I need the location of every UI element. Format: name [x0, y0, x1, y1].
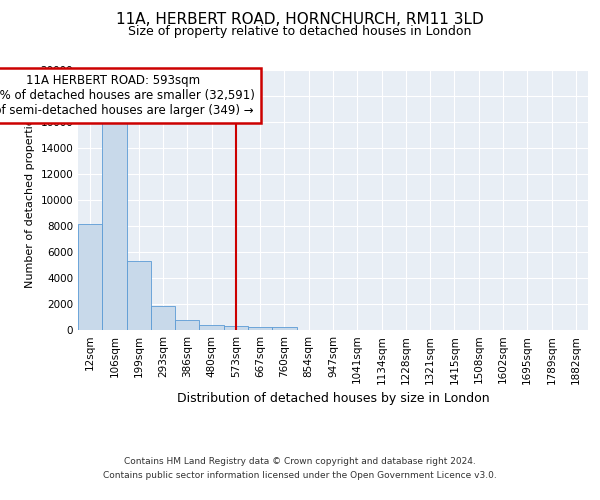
Y-axis label: Number of detached properties: Number of detached properties [25, 112, 35, 288]
Bar [224, 326, 248, 330]
Text: Size of property relative to detached houses in London: Size of property relative to detached ho… [128, 25, 472, 38]
Bar [248, 327, 272, 330]
Bar [78, 224, 102, 330]
Bar [102, 115, 127, 330]
Text: Contains HM Land Registry data © Crown copyright and database right 2024.
Contai: Contains HM Land Registry data © Crown c… [103, 458, 497, 479]
X-axis label: Distribution of detached houses by size in London: Distribution of detached houses by size … [176, 392, 490, 405]
Bar [272, 328, 296, 330]
Bar [127, 261, 151, 330]
Text: 11A, HERBERT ROAD, HORNCHURCH, RM11 3LD: 11A, HERBERT ROAD, HORNCHURCH, RM11 3LD [116, 12, 484, 28]
Bar [199, 326, 224, 330]
Bar [151, 306, 175, 330]
Bar [175, 320, 199, 330]
Text: 11A HERBERT ROAD: 593sqm
← 99% of detached houses are smaller (32,591)
1% of sem: 11A HERBERT ROAD: 593sqm ← 99% of detach… [0, 74, 255, 117]
